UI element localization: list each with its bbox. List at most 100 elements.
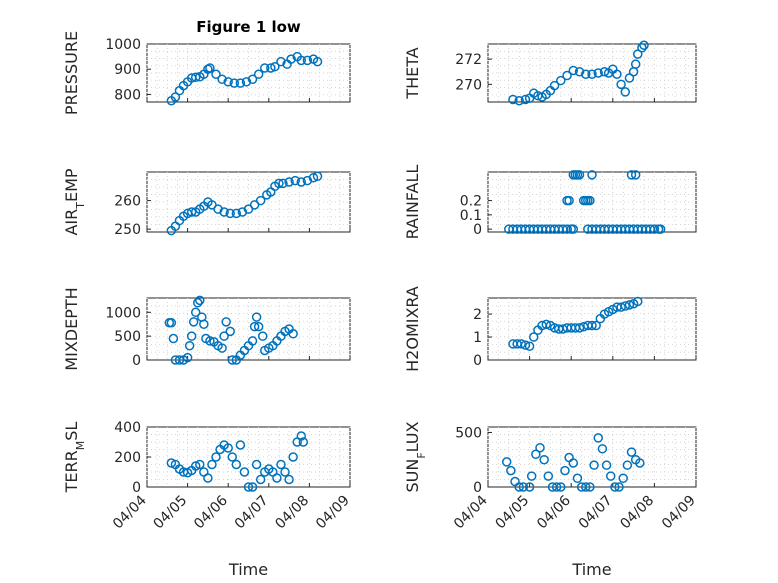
data-point [535, 442, 545, 453]
data-point [520, 94, 531, 105]
data-point [219, 331, 229, 341]
data-point [186, 331, 197, 341]
y-tick-label: 800 [114, 87, 141, 103]
data-point [308, 172, 319, 183]
data-point [195, 459, 205, 470]
data-point [255, 195, 266, 206]
data-point [593, 433, 603, 443]
subplot-3: 250 260 AIRTEMP [62, 168, 351, 238]
data-point [243, 482, 254, 492]
data-point [182, 352, 193, 363]
data-point [286, 54, 296, 64]
data-point [610, 482, 620, 492]
y-tick-label: 0 [132, 480, 141, 496]
data-point [225, 208, 235, 219]
data-point [251, 312, 262, 322]
data-point [166, 318, 177, 328]
data-point [296, 177, 307, 187]
data-point [655, 224, 666, 234]
data-point [581, 69, 591, 80]
data-point [272, 473, 282, 483]
subplot-1: 800 900 1000 PRESSURE Figure 1 low [62, 18, 351, 115]
y-tick-label: 0 [132, 353, 141, 369]
data-point [195, 295, 205, 306]
data-point [288, 452, 298, 462]
data-point [227, 452, 238, 462]
data-point [599, 66, 610, 77]
data-point [639, 40, 649, 51]
data-point [270, 61, 280, 72]
x-tick-label: 04/05 [493, 493, 533, 533]
x-tick-label: 04/05 [151, 493, 191, 533]
data-point [257, 331, 268, 341]
data-point [518, 482, 529, 492]
data-point [568, 224, 579, 234]
data-point [221, 317, 231, 327]
data-point [635, 458, 645, 468]
data-point [506, 465, 516, 476]
data-point [253, 69, 264, 80]
data-point [255, 474, 266, 485]
data-point [239, 467, 250, 477]
x-tick-label: 04/09 [313, 493, 353, 533]
data-point [207, 200, 217, 210]
data-point [637, 43, 647, 53]
data-point [241, 77, 252, 87]
data-point [514, 482, 524, 492]
data-point [296, 431, 307, 441]
x-tick-label: 04/07 [576, 493, 616, 533]
data-point [524, 341, 535, 351]
data-point [225, 326, 235, 337]
data-point [526, 471, 537, 481]
y-tick-label: 900 [114, 62, 141, 78]
data-point [551, 482, 562, 492]
y-axis-label: THETA [403, 47, 422, 99]
data-point [186, 207, 197, 217]
data-point [235, 440, 246, 450]
data-point [529, 332, 539, 342]
data-point [247, 482, 258, 492]
data-point [166, 458, 177, 468]
data-point [219, 207, 229, 217]
data-point [626, 170, 637, 180]
data-point [618, 473, 628, 484]
data-point [168, 333, 179, 344]
data-point [203, 64, 213, 74]
data-point [585, 482, 595, 492]
data-point [184, 340, 195, 351]
data-point [190, 461, 201, 471]
y-axis-label: MIXDEPTH [62, 287, 81, 370]
y-axis-label: H2OMIXRA [403, 286, 422, 372]
data-point [549, 80, 560, 91]
data-point [174, 355, 185, 365]
y-tick-label: 400 [114, 420, 141, 436]
data-point [562, 70, 572, 81]
data-point [556, 482, 566, 492]
data-point [284, 474, 294, 485]
data-point [649, 224, 660, 234]
data-point [572, 473, 583, 484]
data-point [556, 75, 566, 86]
data-point [217, 74, 227, 85]
data-point [616, 79, 626, 90]
y-tick-label: 2 [473, 307, 482, 323]
data-point [574, 66, 585, 77]
data-point [290, 175, 300, 186]
data-point [620, 301, 631, 311]
y-axis-label: TERRMSL [62, 422, 87, 494]
data-point [568, 458, 579, 468]
x-tick-label: 04/08 [272, 493, 312, 533]
y-tick-label: 0.1 [460, 208, 482, 224]
x-tick-label: 04/07 [232, 493, 272, 533]
data-point [229, 78, 240, 88]
y-tick-label: 0 [473, 353, 482, 369]
y-tick-label: 0 [473, 222, 482, 238]
y-tick-label: 1000 [105, 305, 141, 321]
subplot-6: 0 1 2 H2OMIXRA [403, 286, 697, 372]
x-tick-label: 04/06 [191, 492, 231, 532]
data-point [211, 69, 221, 80]
data-point [614, 482, 624, 492]
data-point [247, 74, 258, 85]
data-point [296, 55, 307, 66]
